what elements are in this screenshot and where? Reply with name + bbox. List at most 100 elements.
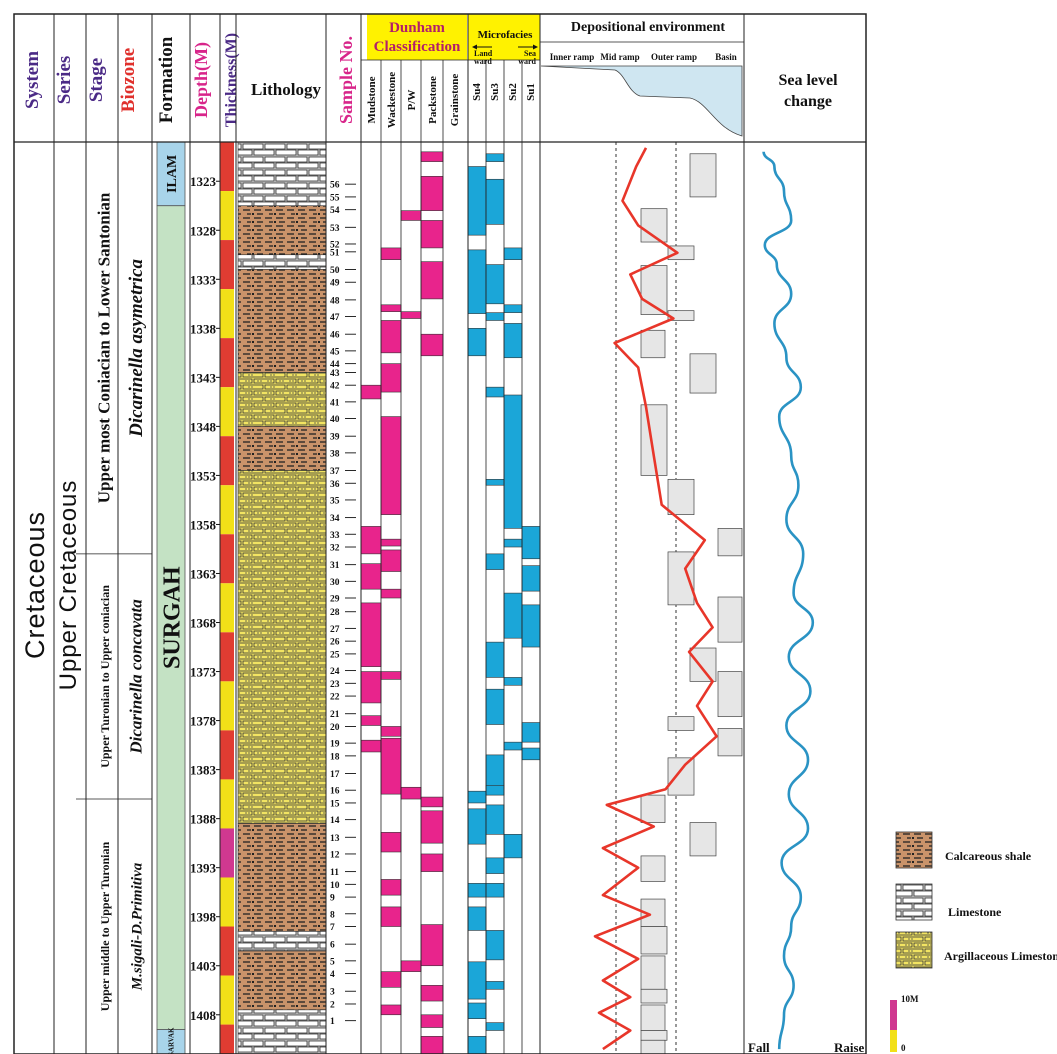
sample-47: 47: [330, 313, 340, 323]
depth-tick-1328: 1328: [190, 223, 217, 238]
thickness-band-0: [220, 142, 234, 192]
biozone-label-1: Dicarinella concavata: [127, 599, 146, 755]
dunham-class-grainstone: Grainstone: [449, 74, 461, 127]
table-frame: [13, 13, 867, 1054]
formation-ilam: [156, 141, 186, 207]
lithology-limestone-8: [237, 931, 327, 952]
sample-21: 21: [330, 710, 340, 720]
depth-tick-1368: 1368: [190, 616, 217, 631]
microfacies-bar-su3-5: [485, 264, 505, 305]
thickness-band-14: [220, 828, 234, 878]
microfacies-bar-su4-4: [467, 249, 487, 314]
dunham-class-mudstone: Mudstone: [366, 76, 378, 123]
env-box-basin-11: [717, 596, 743, 643]
sample-18: 18: [330, 752, 340, 762]
stage-label-1: Upper Turonian to Upper coniacian: [98, 585, 112, 768]
env-box-outer-21: [640, 926, 668, 955]
depth-tick-1343: 1343: [190, 370, 217, 385]
header-sea-ward: ward: [518, 57, 536, 66]
header-land-ward: ward: [474, 57, 492, 66]
thickness-band-8: [220, 534, 234, 584]
depth-tick-1363: 1363: [190, 566, 217, 581]
legend-swatch-argillaceous-limestone: [895, 931, 933, 969]
microfacies-bar-su2-9: [503, 323, 523, 359]
header-inner-ramp: Inner ramp: [550, 52, 595, 62]
series-label: Upper Cretaceous: [55, 480, 82, 691]
depositional-profile: [540, 65, 743, 137]
depth-tick-1398: 1398: [190, 910, 217, 925]
microfacies-bar-su3-12: [485, 479, 505, 486]
sample-14: 14: [330, 816, 340, 826]
lithology-calcareous-shale-9: [237, 950, 327, 1011]
env-box-outer-12: [689, 647, 717, 682]
sample-50: 50: [330, 266, 340, 276]
dunham-bar-mudstone-19: [360, 671, 382, 704]
thickness-band-13: [220, 779, 234, 829]
env-box-mid-5: [640, 329, 666, 359]
sample-54: 54: [330, 206, 340, 216]
header-mid-ramp: Mid ramp: [600, 52, 639, 62]
sample-33: 33: [330, 531, 340, 541]
sample-19: 19: [330, 740, 340, 750]
microfacies-bar-su2-20: [503, 677, 523, 686]
thickness-band-12: [220, 730, 234, 780]
thickness-band-4: [220, 338, 234, 388]
microfacies-bar-su3-39: [485, 1022, 505, 1031]
lithology-limestone-10: [237, 1009, 327, 1054]
microfacies-bar-su3-21: [485, 688, 505, 725]
lithology-argillaceous-limestone-6: [237, 470, 327, 824]
env-box-mid-22: [640, 955, 666, 990]
sample-13: 13: [330, 834, 340, 844]
sample-16: 16: [330, 787, 340, 797]
dunham-bar-packstone-1: [420, 176, 444, 211]
landward-arrowhead: [472, 44, 477, 50]
sample-36: 36: [330, 480, 340, 490]
sample-5: 5: [330, 957, 335, 967]
sample-24: 24: [330, 667, 340, 677]
formation-label-ilam: ILAM: [165, 155, 180, 193]
microfacies-bar-su1-13: [521, 526, 541, 560]
header-sea-level-1: Sea level: [778, 72, 838, 89]
microfacies-bar-su1-16: [521, 565, 541, 592]
lithology-calcareous-shale-5: [237, 426, 327, 471]
dunham-bar-p-w-7: [400, 311, 422, 319]
env-box-basin-15: [717, 728, 743, 757]
header-biozone: Biozone: [118, 48, 139, 112]
thickness-band-16: [220, 926, 234, 976]
thickness-band-6: [220, 436, 234, 486]
lithology-calcareous-shale-1: [237, 205, 327, 256]
thickness-band-10: [220, 632, 234, 682]
legend-argillaceous-limestone: Argillaceous Limestone: [944, 949, 1057, 963]
header-dunham-1: Dunham: [389, 20, 445, 36]
legend-limestone: Limestone: [948, 905, 1002, 919]
dunham-header-band: [367, 14, 467, 60]
microfacies-bar-su4-38: [467, 1002, 487, 1019]
sample-43: 43: [330, 369, 340, 379]
sample-31: 31: [330, 561, 340, 571]
dunham-bar-packstone-35: [420, 985, 444, 1002]
dunham-bar-wackestone-34: [380, 971, 402, 988]
microfacies-bar-su3-37: [485, 981, 505, 990]
depth-tick-1403: 1403: [190, 959, 217, 974]
header-sea: Sea: [524, 49, 536, 58]
sample-40: 40: [330, 415, 340, 425]
microfacies-bar-su2-23: [503, 741, 523, 751]
microfacies-bar-su2-11: [503, 394, 523, 529]
header-microfacies: Microfacies: [478, 29, 533, 41]
depth-tick-1388: 1388: [190, 812, 217, 827]
microfacies-code-su1: Su1: [525, 83, 537, 101]
microfacies-bar-su2-17: [503, 592, 523, 639]
microfacies-bar-su3-33: [485, 883, 505, 898]
microfacies-bar-su2-30: [503, 834, 523, 859]
sample-30: 30: [330, 578, 340, 588]
thickness-band-18: [220, 1024, 234, 1054]
dunham-bar-p-w-2: [400, 210, 422, 221]
microfacies-code-su3: Su3: [489, 83, 501, 101]
microfacies-bar-su3-15: [485, 553, 505, 570]
sample-20: 20: [330, 723, 340, 733]
depth-tick-1378: 1378: [190, 714, 217, 729]
sample-26: 26: [330, 638, 340, 648]
sample-2: 2: [330, 1000, 335, 1010]
dunham-class-p-w: P/W: [406, 90, 418, 111]
depth-tick-1348: 1348: [190, 419, 217, 434]
